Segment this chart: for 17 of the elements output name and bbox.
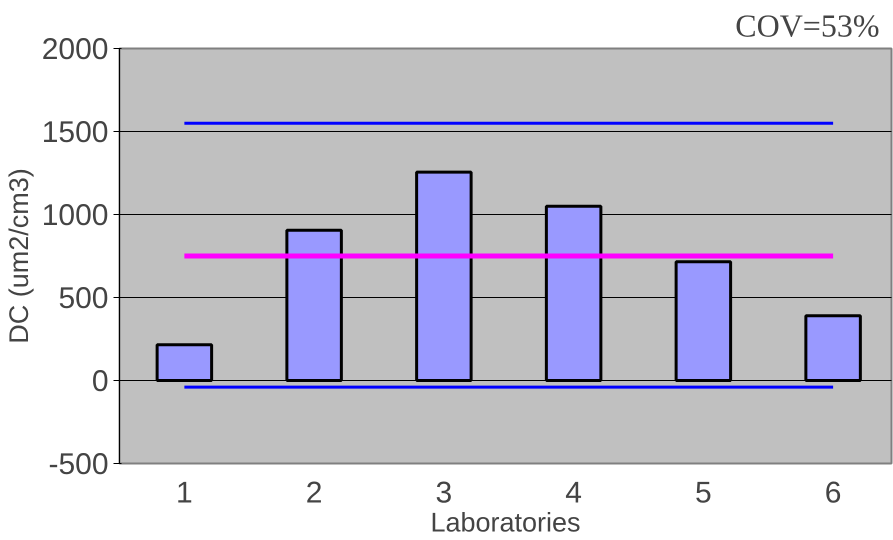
x-axis-title: Laboratories [430, 508, 581, 538]
x-tick-label: 5 [695, 476, 712, 510]
y-tick-label: -500 [48, 448, 109, 481]
text: COV=53% [735, 8, 880, 44]
x-tick-label: 3 [436, 476, 452, 510]
x-tick-label: 6 [824, 476, 842, 510]
y-tick-label: 2000 [42, 33, 109, 66]
y-tick-label: 1000 [42, 199, 109, 232]
y-tick-label: 1500 [42, 116, 109, 149]
x-tick-label: 4 [565, 476, 582, 510]
bar [156, 343, 214, 382]
bar [804, 314, 862, 382]
y-axis-title: DC (um2/cm3) [4, 168, 34, 344]
y-tick-label: 0 [92, 365, 109, 398]
x-tick-label: 2 [306, 476, 322, 510]
y-tick-label: 500 [58, 282, 109, 315]
x-tick-label: 1 [176, 476, 193, 510]
